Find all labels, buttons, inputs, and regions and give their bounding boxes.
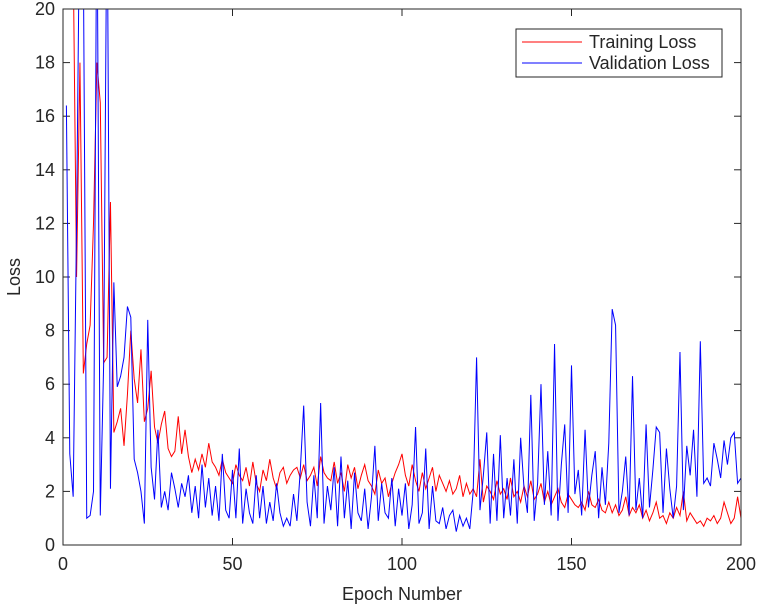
legend-box (515, 28, 723, 78)
x-axis-label: Epoch Number (342, 584, 462, 604)
plot-area (63, 9, 741, 545)
x-tick-label: 100 (387, 554, 417, 574)
legend-label: Training Loss (589, 32, 696, 52)
y-tick-label: 14 (35, 160, 55, 180)
y-tick-label: 12 (35, 213, 55, 233)
y-axis-label: Loss (4, 258, 24, 296)
y-tick-label: 20 (35, 0, 55, 19)
y-tick-label: 8 (45, 321, 55, 341)
y-tick-label: 16 (35, 106, 55, 126)
axes-box (62, 8, 742, 546)
y-tick-label: 2 (45, 481, 55, 501)
y-tick-label: 18 (35, 53, 55, 73)
plot-lines (65, 9, 741, 532)
series-line (65, 9, 741, 532)
legend-label: Validation Loss (589, 53, 710, 73)
x-tick-label: 50 (222, 554, 242, 574)
y-tick-label: 4 (45, 428, 55, 448)
y-tick-label: 10 (35, 267, 55, 287)
x-tick-label: 200 (726, 554, 756, 574)
x-tick-label: 150 (556, 554, 586, 574)
y-tick-label: 6 (45, 374, 55, 394)
y-tick-label: 0 (45, 535, 55, 555)
x-tick-label: 0 (58, 554, 68, 574)
